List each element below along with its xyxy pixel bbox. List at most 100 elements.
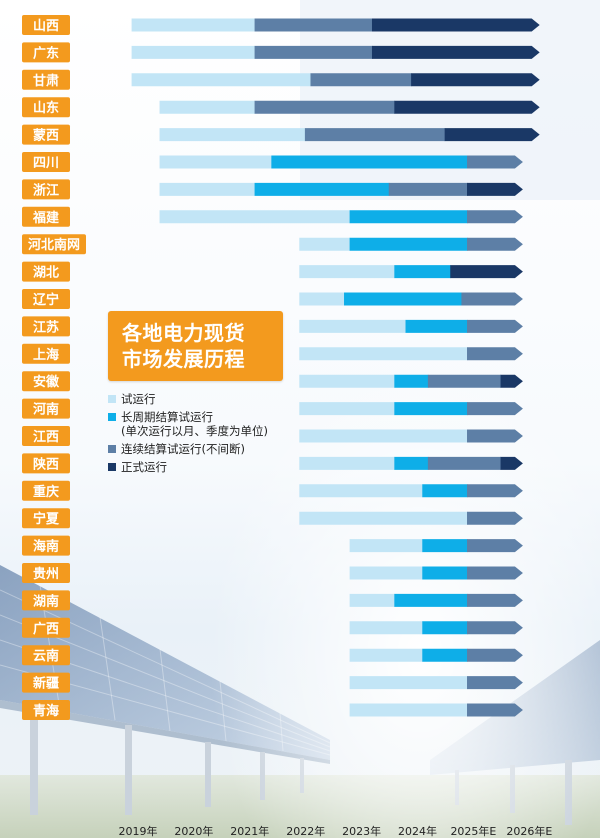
region-label-box — [22, 316, 70, 337]
legend-swatch-trial — [108, 395, 116, 403]
timeline-segment — [388, 182, 468, 196]
legend-swatch-continuous-settlement — [108, 445, 116, 453]
timeline-segment — [131, 45, 256, 59]
timeline-row: 辽宁 — [22, 289, 523, 309]
legend-swatch-long-term-settlement — [108, 413, 116, 421]
timeline-row: 江苏 — [22, 316, 523, 337]
timeline-segment — [371, 45, 540, 59]
timeline-row: 安徽 — [22, 371, 523, 392]
timeline-row: 陕西 — [22, 453, 523, 474]
region-label: 上海 — [33, 347, 59, 363]
timeline-segment — [467, 566, 523, 580]
timeline-segment — [500, 374, 523, 388]
timeline-segment — [394, 402, 468, 416]
timeline-row: 四川 — [22, 152, 523, 172]
region-label-box — [22, 69, 70, 90]
region-label-box — [22, 645, 70, 666]
timeline-segment — [299, 429, 468, 443]
region-label: 海南 — [33, 539, 59, 555]
timeline-segment — [349, 539, 423, 553]
timeline-segment — [349, 621, 423, 635]
region-label: 甘肃 — [33, 73, 59, 89]
region-label: 江西 — [33, 429, 59, 445]
region-label: 河北南网 — [28, 237, 80, 253]
region-label-box — [22, 261, 70, 282]
region-label-box — [22, 535, 70, 556]
region-label-box — [22, 700, 70, 720]
chart-title-line-1: 各地电力现货 — [122, 321, 245, 345]
timeline-segment — [394, 265, 451, 279]
legend-label-trial: 试运行 — [121, 392, 156, 406]
timeline-segment — [467, 237, 523, 251]
timeline-segment — [299, 402, 395, 416]
region-label-box — [22, 234, 86, 255]
timeline-row: 山东 — [22, 97, 540, 118]
timeline-segment — [254, 18, 373, 32]
region-label: 新疆 — [33, 676, 59, 692]
timeline-segment — [299, 265, 395, 279]
timeline-segment — [394, 374, 429, 388]
timeline-row: 甘肃 — [22, 69, 540, 90]
region-label-box — [22, 617, 70, 638]
timeline-segment — [467, 703, 523, 717]
timeline-row: 浙江 — [22, 179, 523, 200]
x-tick-label: 2019年 — [119, 824, 158, 838]
timeline-segment — [159, 128, 306, 142]
x-tick-label: 2022年 — [286, 824, 325, 838]
region-label: 四川 — [33, 156, 59, 171]
timeline-segment — [159, 155, 272, 169]
region-label: 山西 — [33, 18, 59, 34]
timeline-segment — [422, 621, 468, 635]
region-label-box — [22, 15, 70, 35]
timeline-segment — [394, 100, 540, 114]
x-tick-label: 2025年E — [450, 824, 496, 838]
timeline-segment — [344, 292, 462, 306]
timeline-segment — [299, 456, 395, 470]
timeline-segment — [450, 265, 523, 279]
timeline-segment — [467, 648, 523, 662]
timeline-segment — [467, 402, 523, 416]
timeline-segment — [461, 292, 523, 306]
legend-item-continuous-settlement: 连续结算试运行(不间断) — [108, 442, 308, 456]
timeline-row: 青海 — [22, 700, 523, 720]
timeline-segment — [254, 100, 395, 114]
legend-label-long-term-settlement: 长周期结算试运行 (单次运行以月、季度为单位) — [121, 410, 268, 438]
timeline-segment — [299, 374, 395, 388]
region-label: 陕西 — [33, 456, 59, 472]
timeline-segment — [299, 292, 345, 306]
region-label-box — [22, 97, 70, 118]
timeline-segment — [159, 100, 256, 114]
timeline-row: 河南 — [22, 398, 523, 419]
timeline-segment — [467, 539, 523, 553]
timeline-row: 江西 — [22, 426, 523, 446]
x-tick-label: 2021年 — [230, 824, 269, 838]
timeline-segment — [254, 45, 373, 59]
region-label: 重庆 — [33, 484, 59, 500]
timeline-segment — [422, 648, 468, 662]
region-label-box — [22, 590, 70, 611]
region-label-box — [22, 672, 70, 693]
region-label-box — [22, 371, 70, 392]
timeline-segment — [131, 73, 311, 87]
region-label-box — [22, 563, 70, 583]
timeline-segment — [394, 593, 468, 607]
region-label-box — [22, 480, 70, 501]
region-label-box — [22, 289, 70, 309]
timeline-segment — [422, 566, 468, 580]
timeline-row: 河北南网 — [22, 234, 523, 255]
timeline-segment — [422, 539, 468, 553]
timeline-segment — [467, 155, 523, 169]
timeline-segment — [349, 676, 468, 690]
region-label: 广东 — [33, 45, 59, 61]
timeline-segment — [500, 456, 523, 470]
timeline-segment — [299, 484, 423, 498]
timeline-segment — [131, 18, 256, 32]
timeline-segment — [299, 319, 407, 333]
timeline-segment — [394, 456, 429, 470]
timeline-segment — [467, 347, 523, 361]
timeline-row: 蒙西 — [22, 124, 540, 145]
region-label: 广西 — [33, 621, 59, 637]
x-tick-label: 2020年 — [174, 824, 213, 838]
timeline-segment — [405, 319, 468, 333]
